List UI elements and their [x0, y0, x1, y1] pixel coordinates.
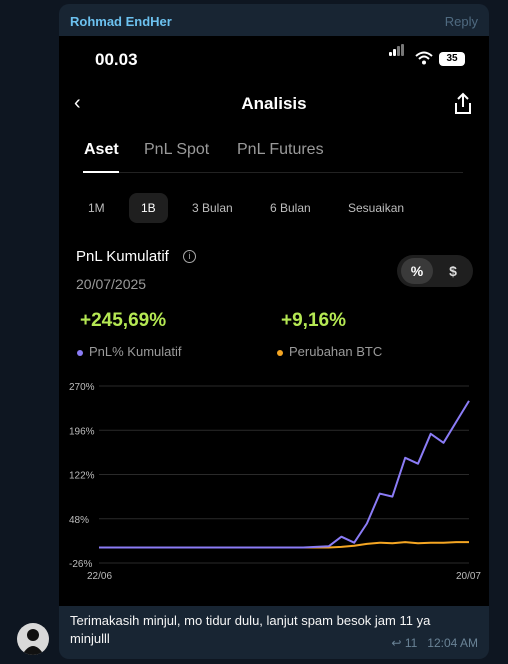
- message-meta: ↩ 11 12:04 AM: [391, 636, 478, 650]
- screenshot-image[interactable]: 00.03 35 ‹ Analisis Aset PnL Spot PnL Fu…: [59, 36, 489, 606]
- legend-pnl-label: PnL% Kumulatif: [89, 344, 182, 359]
- percent-toggle[interactable]: %: [401, 258, 433, 284]
- period-3-bulan[interactable]: 3 Bulan: [192, 201, 233, 215]
- legend-btc-label: Perubahan BTC: [289, 344, 383, 359]
- info-icon[interactable]: i: [183, 250, 196, 263]
- sender-name[interactable]: Rohmad EndHer: [70, 14, 172, 29]
- y-tick-label: 270%: [69, 382, 95, 393]
- legend-btc: Perubahan BTC: [277, 344, 382, 359]
- share-icon[interactable]: [453, 92, 473, 116]
- x-tick-label: 20/07: [456, 571, 481, 581]
- period-sesuaikan[interactable]: Sesuaikan: [348, 201, 405, 215]
- y-tick-label: -26%: [69, 559, 92, 570]
- pnl-date: 20/07/2025: [76, 276, 147, 292]
- y-tick-label: 48%: [69, 515, 89, 526]
- tab-aset[interactable]: Aset: [84, 141, 119, 158]
- tab-divider: [83, 172, 463, 173]
- legend-pnl-dot: [77, 349, 83, 356]
- tab-indicator: [83, 171, 119, 173]
- back-icon[interactable]: ‹: [74, 92, 81, 114]
- avatar-silhouette-icon: [22, 629, 44, 655]
- y-tick-label: 122%: [69, 471, 95, 482]
- tab-pnl-futures[interactable]: PnL Futures: [237, 141, 324, 158]
- unit-toggle[interactable]: % $: [397, 255, 473, 287]
- tab-pnl-spot[interactable]: PnL Spot: [144, 141, 210, 158]
- status-time: 00.03: [95, 50, 138, 69]
- page-title: Analisis: [241, 94, 307, 113]
- pnl-title: PnL Kumulatif: [76, 248, 169, 265]
- legend-pnl: PnL% Kumulatif: [77, 344, 182, 359]
- message-time: 12:04 AM: [427, 636, 478, 650]
- btc-value: +9,16%: [281, 310, 346, 331]
- period-1b[interactable]: 1B: [129, 193, 168, 223]
- series-line-pnl: [99, 400, 470, 549]
- pnl-chart: 270% 196% 122% 48% -26%22/06 20/07: [69, 382, 481, 581]
- wifi-icon: [415, 51, 433, 65]
- period-1m[interactable]: 1M: [88, 201, 105, 215]
- dollar-toggle[interactable]: $: [449, 263, 457, 279]
- view-count: 11: [404, 636, 418, 650]
- avatar[interactable]: [17, 623, 49, 655]
- x-tick-label: 22/06: [87, 571, 112, 581]
- pnl-value: +245,69%: [80, 310, 167, 331]
- period-6-bulan[interactable]: 6 Bulan: [270, 201, 311, 215]
- forward-icon: ↩: [391, 636, 402, 650]
- y-tick-label: 196%: [69, 426, 95, 437]
- message-text: Terimakasih minjul, mo tidur dulu, lanju…: [70, 613, 431, 646]
- battery-icon: 35: [439, 52, 465, 66]
- legend-btc-dot: [277, 349, 283, 356]
- reply-button[interactable]: Reply: [444, 14, 478, 29]
